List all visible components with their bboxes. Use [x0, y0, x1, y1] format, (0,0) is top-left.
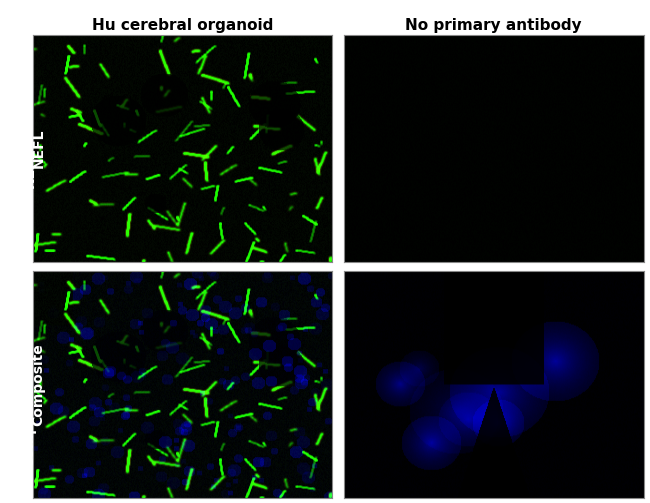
- Text: NEFL: NEFL: [23, 148, 36, 188]
- Text: Composite: Composite: [23, 385, 36, 467]
- Text: Composite: Composite: [31, 343, 46, 426]
- Text: NEFL: NEFL: [31, 129, 46, 169]
- Title: Hu cerebral organoid: Hu cerebral organoid: [92, 18, 273, 33]
- Title: No primary antibody: No primary antibody: [406, 18, 582, 33]
